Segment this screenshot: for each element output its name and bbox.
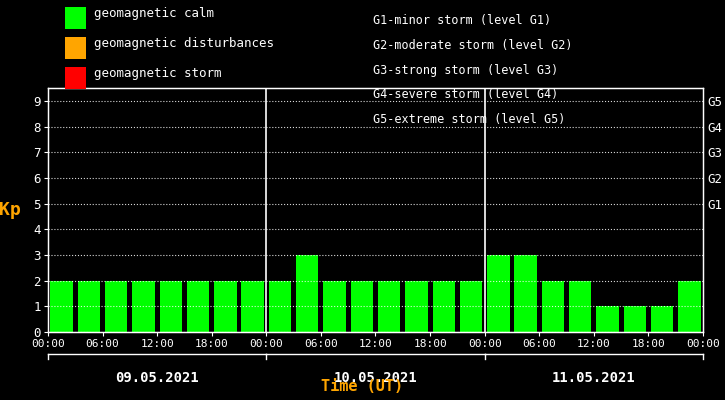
Bar [187, 281, 210, 332]
Text: geomagnetic calm: geomagnetic calm [94, 8, 215, 20]
Bar [515, 255, 536, 332]
Bar [678, 281, 700, 332]
Bar [105, 281, 128, 332]
Bar [651, 306, 674, 332]
Text: G4-severe storm (level G4): G4-severe storm (level G4) [373, 88, 559, 102]
Bar [405, 281, 428, 332]
Bar [78, 281, 100, 332]
Bar [323, 281, 346, 332]
Bar [378, 281, 400, 332]
Text: Kp: Kp [0, 201, 21, 219]
Bar [160, 281, 182, 332]
Bar [433, 281, 455, 332]
Bar [296, 255, 318, 332]
Text: geomagnetic disturbances: geomagnetic disturbances [94, 38, 274, 50]
Bar [269, 281, 291, 332]
Text: geomagnetic storm: geomagnetic storm [94, 68, 222, 80]
Bar [133, 281, 154, 332]
Bar [460, 281, 482, 332]
Text: 10.05.2021: 10.05.2021 [334, 371, 418, 385]
Text: G2-moderate storm (level G2): G2-moderate storm (level G2) [373, 39, 573, 52]
Bar [569, 281, 592, 332]
Bar [542, 281, 564, 332]
Bar [51, 281, 72, 332]
Bar [214, 281, 236, 332]
Bar [596, 306, 618, 332]
Text: 09.05.2021: 09.05.2021 [115, 371, 199, 385]
Text: G3-strong storm (level G3): G3-strong storm (level G3) [373, 64, 559, 77]
Text: 11.05.2021: 11.05.2021 [552, 371, 636, 385]
Text: G1-minor storm (level G1): G1-minor storm (level G1) [373, 14, 552, 27]
Bar [241, 281, 264, 332]
Bar [487, 255, 510, 332]
Bar [624, 306, 646, 332]
Bar [351, 281, 373, 332]
Text: Time (UT): Time (UT) [321, 379, 404, 394]
Text: G5-extreme storm (level G5): G5-extreme storm (level G5) [373, 113, 566, 126]
